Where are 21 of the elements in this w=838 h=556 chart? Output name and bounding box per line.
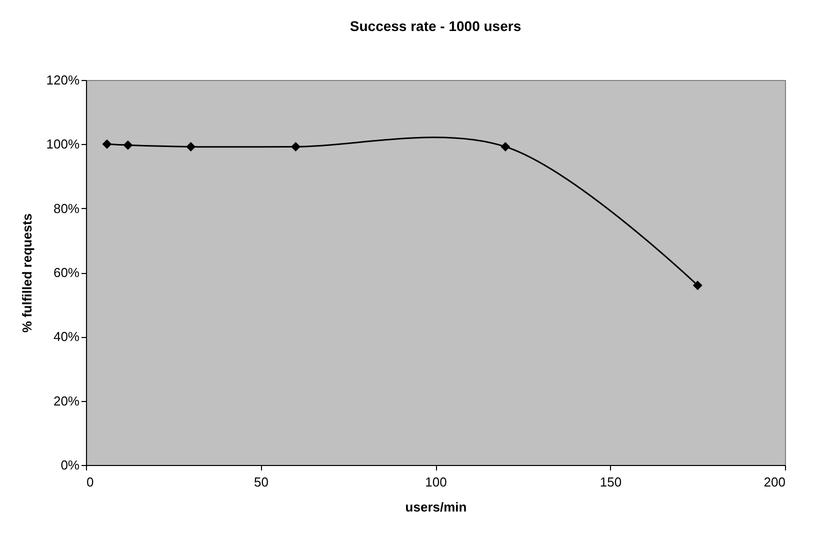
y-tick-label: 80% bbox=[53, 200, 80, 216]
y-tick-label: 120% bbox=[46, 72, 80, 88]
chart-title: Success rate - 1000 users bbox=[350, 18, 522, 34]
point bbox=[102, 139, 112, 149]
y-tick-label: 20% bbox=[53, 393, 80, 408]
y-tick-label: 100% bbox=[46, 136, 80, 152]
x-tick-label: 200 bbox=[764, 474, 786, 490]
y-axis-title: % fulfilled requests bbox=[19, 213, 34, 333]
x-tick-label: 0 bbox=[86, 474, 94, 490]
point bbox=[290, 142, 300, 152]
y-tick-label: 60% bbox=[53, 265, 80, 280]
x-tick-label: 150 bbox=[600, 474, 622, 490]
y-tick-label: 0% bbox=[60, 458, 80, 472]
point bbox=[692, 280, 702, 290]
point bbox=[500, 142, 510, 152]
point bbox=[186, 142, 196, 152]
x-tick-label: 50 bbox=[254, 474, 268, 490]
x-tick-label: 100 bbox=[425, 474, 447, 490]
x-axis-title: users/min bbox=[405, 500, 467, 514]
point bbox=[123, 140, 133, 150]
y-tick-label: 40% bbox=[53, 329, 80, 344]
